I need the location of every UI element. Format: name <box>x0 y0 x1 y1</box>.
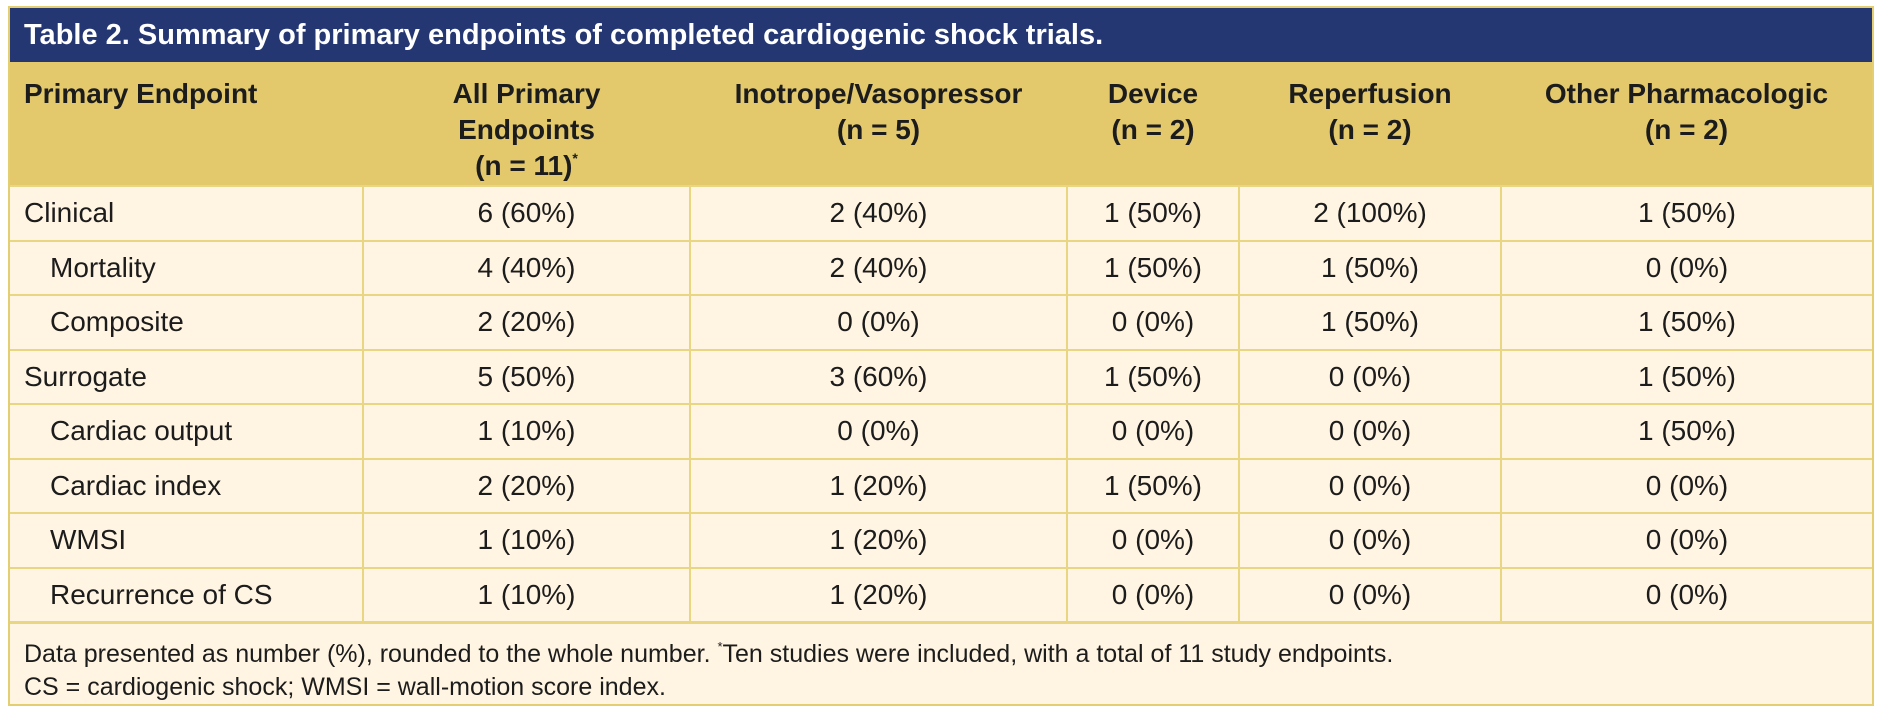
header-text-line3: (n = 11)* <box>364 148 689 184</box>
column-header-0: Primary Endpoint <box>10 62 363 186</box>
table-cell: 1 (50%) <box>1238 294 1502 351</box>
footnote-text-b: Ten studies were included, with a total … <box>722 640 1394 668</box>
table-cell: 2 (20%) <box>362 294 691 351</box>
endpoints-table: Primary Endpoint All Primary Endpoints (n =… <box>10 62 1872 623</box>
header-text-line1: Inotrope/Vasopressor <box>734 78 1023 109</box>
column-header-1: All Primary Endpoints (n = 11)* <box>363 62 690 186</box>
table-cell: 2 (20%) <box>362 457 691 514</box>
table-cell: 1 (50%) <box>1500 348 1872 405</box>
table-row: Cardiac index 2 (20%) 1 (20%) 1 (50%) 0 (0%)… <box>10 457 1872 514</box>
column-header-2: Inotrope/Vasopressor (n = 5) <box>690 62 1067 186</box>
table-cell: 1 (50%) <box>1500 185 1872 242</box>
footnote-line-2: CS = cardiogenic shock; WMSI = wall-moti… <box>24 673 666 701</box>
row-label: Surrogate <box>10 348 364 405</box>
table-cell: 0 (0%) <box>1500 512 1872 569</box>
header-row: Primary Endpoint All Primary Endpoints (n =… <box>10 62 1872 186</box>
table-header: Primary Endpoint All Primary Endpoints (n =… <box>10 62 1872 186</box>
header-count: (n = 11) <box>475 150 573 181</box>
table-cell: 0 (0%) <box>1066 403 1240 460</box>
footnote-text-a: Data presented as number (%), rounded to… <box>24 640 718 668</box>
table-cell: 1 (10%) <box>362 512 691 569</box>
row-label: Mortality <box>10 239 364 296</box>
table-cell: 2 (40%) <box>689 239 1068 296</box>
row-label: WMSI <box>10 512 364 569</box>
table-cell: 1 (10%) <box>362 566 691 623</box>
table-row: Mortality 4 (40%) 2 (40%) 1 (50%) 1 (50%) 0 (… <box>10 239 1872 296</box>
table-cell: 0 (0%) <box>689 403 1068 460</box>
header-asterisk: * <box>572 150 578 166</box>
footnote-line-1: Data presented as number (%), rounded to… <box>24 638 1872 671</box>
table-cell: 1 (20%) <box>689 512 1068 569</box>
table-cell: 1 (50%) <box>1066 239 1240 296</box>
column-header-5: Other Pharmacologic (n = 2) <box>1501 62 1872 186</box>
table-title: Table 2. Summary of primary endpoints of… <box>10 8 1872 62</box>
row-label: Clinical <box>10 185 364 242</box>
table-cell: 0 (0%) <box>1066 566 1240 623</box>
table-cell: 1 (10%) <box>362 403 691 460</box>
table-row: Surrogate 5 (50%) 3 (60%) 1 (50%) 0 (0%) 1 (5… <box>10 348 1872 405</box>
table-cell: 1 (50%) <box>1500 403 1872 460</box>
row-label: Recurrence of CS <box>10 566 364 623</box>
table-cell: 2 (40%) <box>689 185 1068 242</box>
table-footnote: Data presented as number (%), rounded to… <box>10 622 1872 704</box>
table-cell: 1 (50%) <box>1066 457 1240 514</box>
header-text-line2: (n = 2) <box>1644 114 1729 145</box>
table-cell: 0 (0%) <box>1066 512 1240 569</box>
table-cell: 1 (20%) <box>689 566 1068 623</box>
table-cell: 0 (0%) <box>1066 294 1240 351</box>
table-row: Composite 2 (20%) 0 (0%) 0 (0%) 1 (50%) 1 (50… <box>10 294 1872 351</box>
table-cell: 0 (0%) <box>1238 403 1502 460</box>
header-text-line1: All Primary <box>452 78 601 109</box>
header-text-line1: Reperfusion <box>1288 78 1452 109</box>
table-row: Cardiac output 1 (10%) 0 (0%) 0 (0%) 0 (0%) 1… <box>10 403 1872 460</box>
table-cell: 1 (20%) <box>689 457 1068 514</box>
header-text-line1: Primary Endpoint <box>24 78 258 109</box>
header-text-line2: (n = 2) <box>1111 114 1195 145</box>
header-text-line2: Endpoints <box>458 114 595 145</box>
table-cell: 1 (50%) <box>1066 185 1240 242</box>
column-header-3: Device (n = 2) <box>1067 62 1239 186</box>
table-cell: 0 (0%) <box>1500 566 1872 623</box>
table-row: Recurrence of CS 1 (10%) 1 (20%) 0 (0%) 0 (0… <box>10 566 1872 623</box>
table-cell: 0 (0%) <box>1238 348 1502 405</box>
table-cell: 0 (0%) <box>689 294 1068 351</box>
table-cell: 2 (100%) <box>1238 185 1502 242</box>
table-cell: 0 (0%) <box>1238 566 1502 623</box>
table-cell: 6 (60%) <box>362 185 691 242</box>
table-body: Clinical 6 (60%) 2 (40%) 1 (50%) 2 (100%) 1 (… <box>10 185 1872 623</box>
row-label: Composite <box>10 294 364 351</box>
table-cell: 1 (50%) <box>1500 294 1872 351</box>
table-cell: 0 (0%) <box>1500 239 1872 296</box>
table-row: Clinical 6 (60%) 2 (40%) 1 (50%) 2 (100%) 1 (… <box>10 185 1872 242</box>
row-label: Cardiac output <box>10 403 364 460</box>
header-text-line1: Device <box>1107 78 1199 109</box>
table-row: WMSI 1 (10%) 1 (20%) 0 (0%) 0 (0%) 0 (0%) <box>10 512 1872 569</box>
table-cell: 5 (50%) <box>362 348 691 405</box>
table-cell: 4 (40%) <box>362 239 691 296</box>
footnote-asterisk: * <box>717 639 723 654</box>
table-cell: 0 (0%) <box>1500 457 1872 514</box>
row-label: Cardiac index <box>10 457 364 514</box>
header-text-line2: (n = 2) <box>1328 114 1412 145</box>
header-text-line2: (n = 5) <box>836 114 921 145</box>
table-cell: 3 (60%) <box>689 348 1068 405</box>
header-text-line1: Other Pharmacologic <box>1544 78 1829 109</box>
table-cell: 1 (50%) <box>1066 348 1240 405</box>
table-cell: 0 (0%) <box>1238 512 1502 569</box>
table-cell: 0 (0%) <box>1238 457 1502 514</box>
summary-table: Table 2. Summary of primary endpoints of… <box>8 6 1874 706</box>
column-header-4: Reperfusion (n = 2) <box>1239 62 1501 186</box>
table-cell: 1 (50%) <box>1238 239 1502 296</box>
